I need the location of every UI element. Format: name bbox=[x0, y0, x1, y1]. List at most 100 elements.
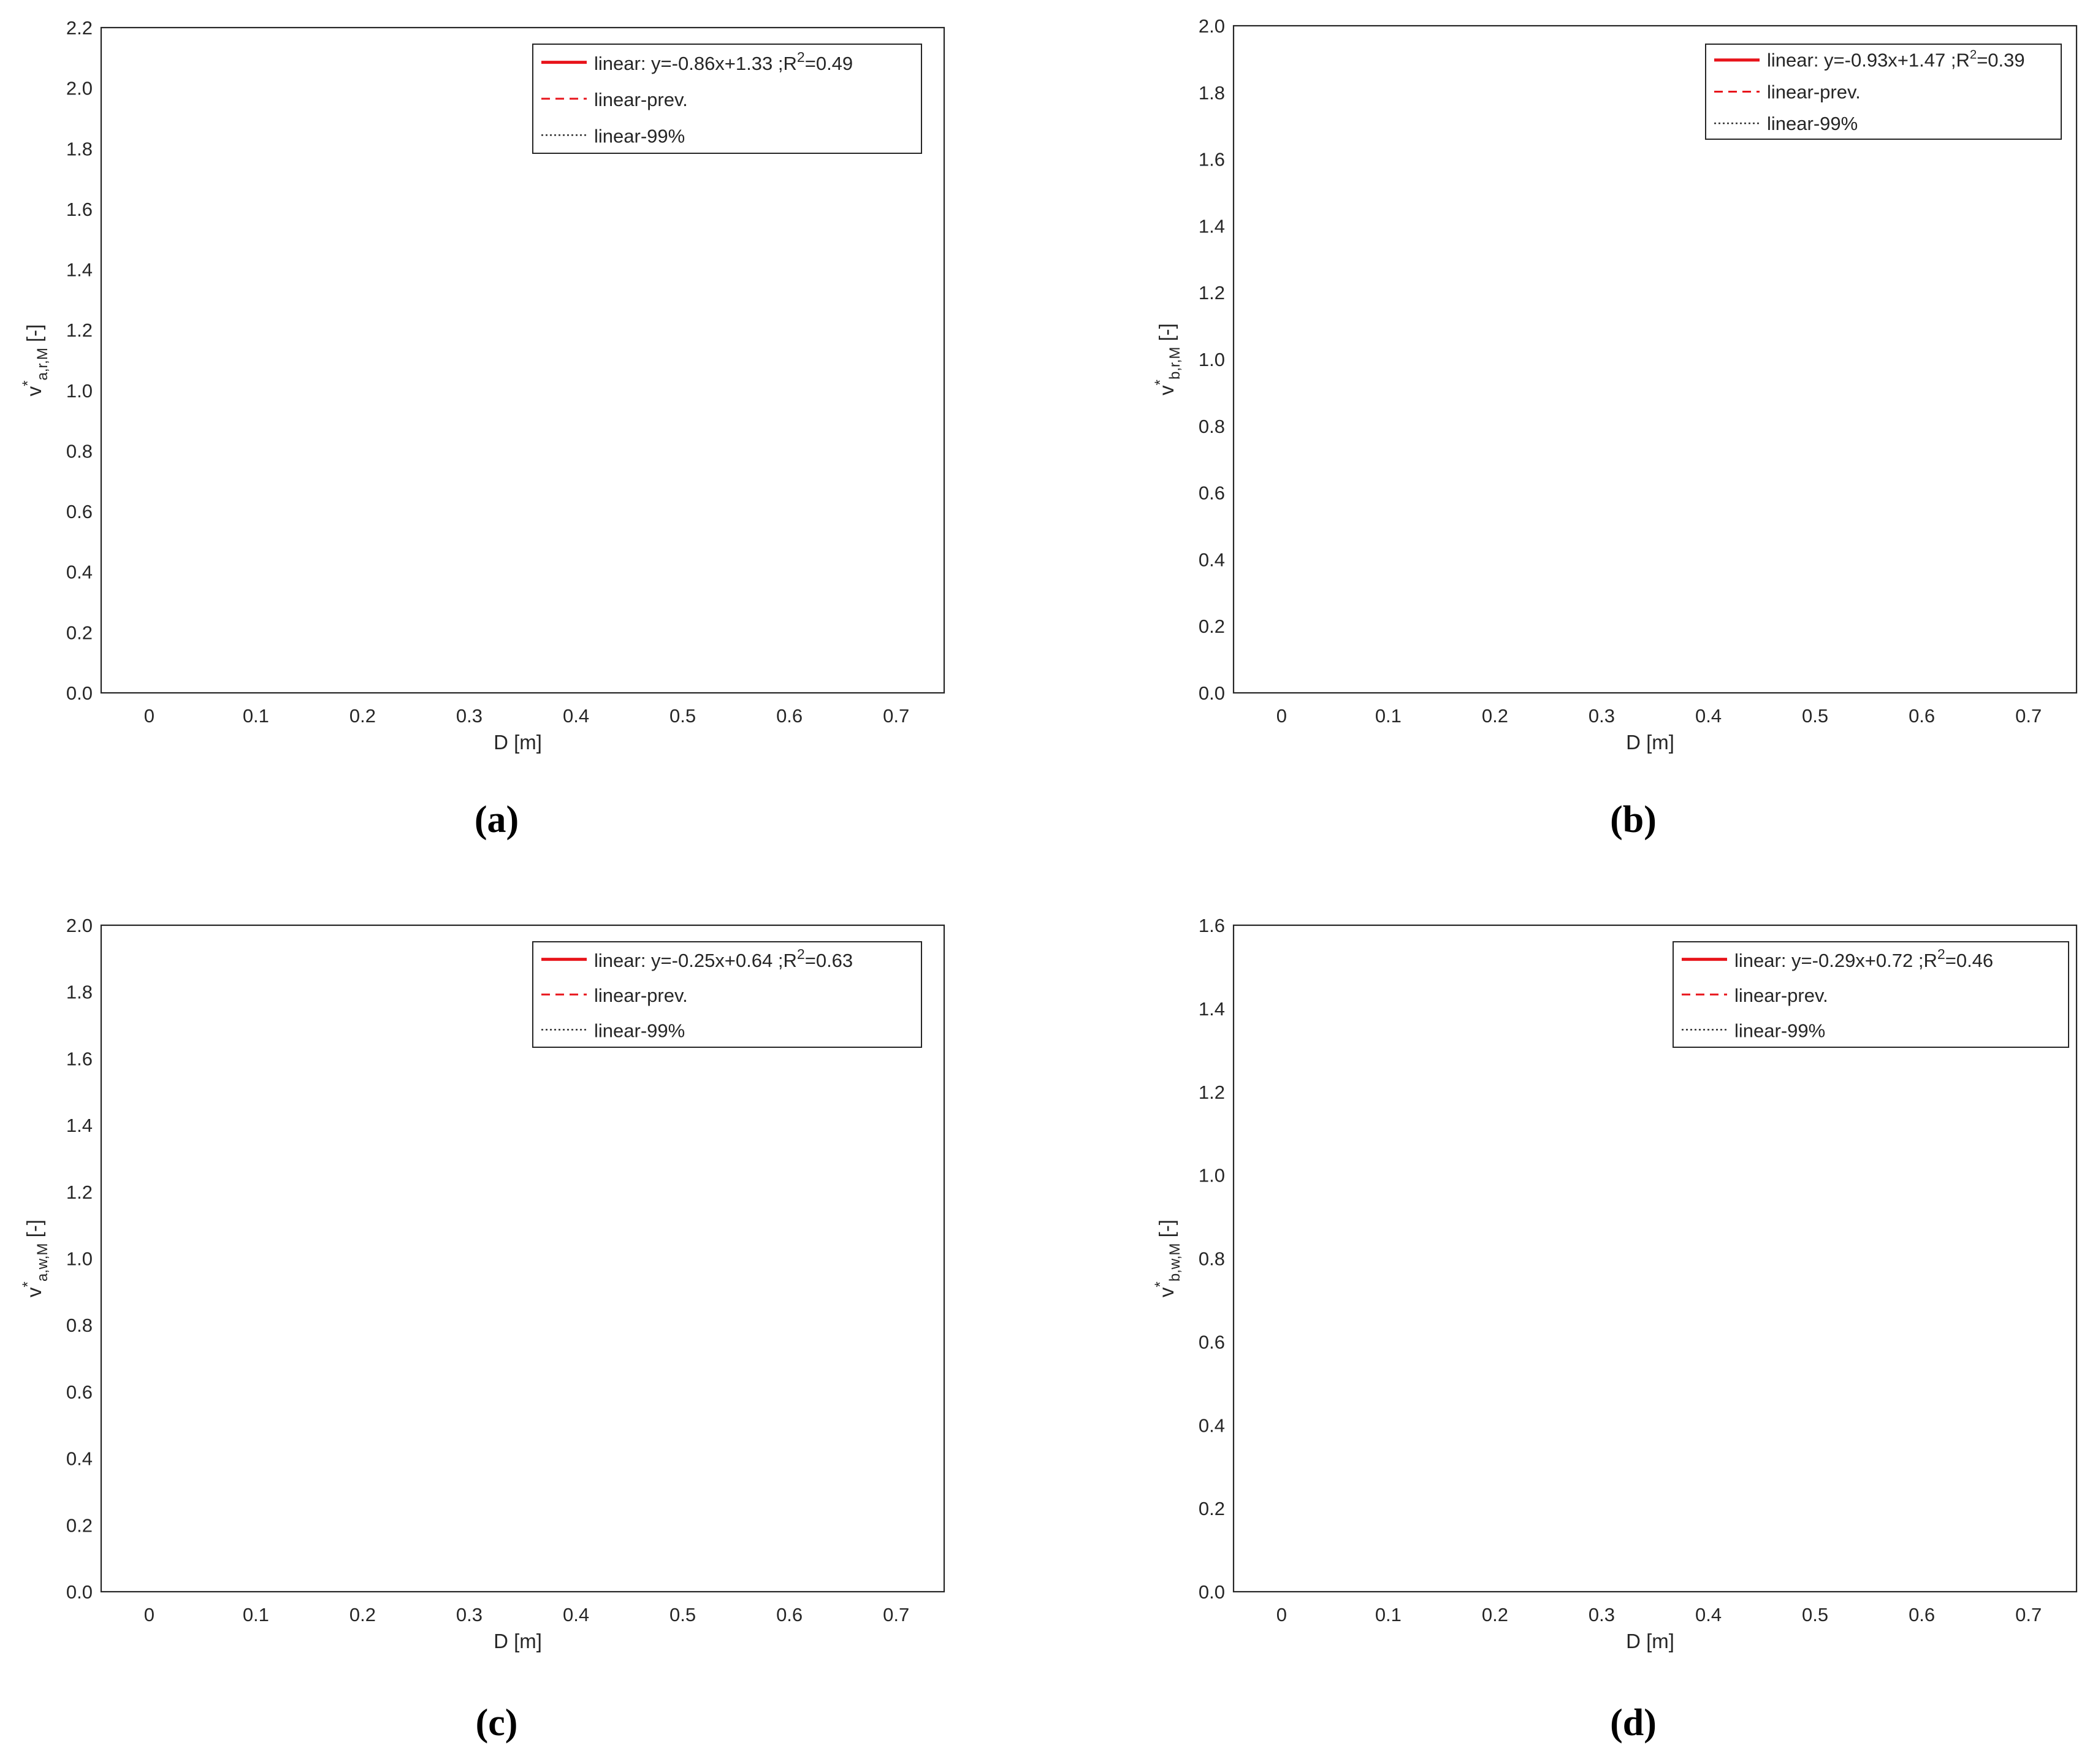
y-tick-label: 2.0 bbox=[66, 915, 93, 936]
legend-box bbox=[532, 44, 922, 154]
x-tick-label: 0.7 bbox=[2015, 1604, 2042, 1625]
legend-box bbox=[1705, 44, 2062, 140]
x-tick-label: 0.4 bbox=[563, 1604, 589, 1625]
caption-c: (c) bbox=[475, 1702, 518, 1744]
x-axis-label: D [m] bbox=[1626, 731, 1674, 754]
x-tick-label: 0.1 bbox=[243, 705, 269, 727]
y-tick-label: 1.8 bbox=[1199, 82, 1225, 104]
legend-fit-label: linear: y=-0.93x+1.47 ;R2=0.39 bbox=[1767, 48, 2025, 71]
legend-ci-label: linear-99% bbox=[1767, 113, 1858, 134]
x-tick-label: 0.2 bbox=[349, 1604, 376, 1625]
y-tick-label: 0.6 bbox=[1199, 1331, 1225, 1353]
legend-prev-label: linear-prev. bbox=[594, 89, 688, 110]
y-tick-label: 0.4 bbox=[66, 1448, 93, 1470]
legend-box bbox=[532, 941, 922, 1048]
x-tick-label: 0.4 bbox=[1695, 705, 1722, 727]
chart-panel-b: 0 0.1 0.2 0.3 0.4 0.5 0.6 0.7 0.0 0.2 0.4 0.6 0.8 1.0… bbox=[1152, 15, 2078, 754]
y-tick-label: 1.2 bbox=[66, 1182, 93, 1203]
y-tick-label: 1.6 bbox=[1199, 915, 1225, 936]
y-tick-label: 0.4 bbox=[1199, 549, 1225, 570]
x-tick-label: 0.7 bbox=[883, 1604, 909, 1625]
y-tick-label: 0.0 bbox=[1199, 1581, 1225, 1603]
caption-d: (d) bbox=[1610, 1702, 1657, 1744]
chart-panel-a: 0 0.1 0.2 0.3 0.4 0.5 0.6 0.7 0.0 0.2 0.4 0.6 0.8 1.0… bbox=[20, 17, 945, 754]
y-tick-label: 2.0 bbox=[66, 78, 93, 99]
legend-prev-label: linear-prev. bbox=[1767, 81, 1861, 102]
legend-fit-label: linear: y=-0.29x+0.72 ;R2=0.46 bbox=[1734, 946, 1993, 971]
x-tick-label: 0.5 bbox=[669, 705, 696, 727]
y-axis-label: v*b,w,M [-] bbox=[1152, 1220, 1183, 1297]
y-tick-label: 1.0 bbox=[66, 380, 93, 402]
x-tick-label: 0.3 bbox=[456, 1604, 483, 1625]
y-tick-label: 1.2 bbox=[1199, 1082, 1225, 1103]
y-tick-label: 1.6 bbox=[66, 1048, 93, 1069]
x-tick-label: 0.5 bbox=[1802, 1604, 1828, 1625]
x-tick-label: 0 bbox=[144, 1604, 154, 1625]
y-tick-label: 2.2 bbox=[66, 17, 93, 39]
y-axis-label: v*a,w,M [-] bbox=[20, 1220, 51, 1297]
y-tick-label: 1.2 bbox=[1199, 282, 1225, 304]
y-tick-label: 0.4 bbox=[1199, 1415, 1225, 1436]
y-tick-label: 1.0 bbox=[1199, 349, 1225, 370]
x-tick-label: 0.2 bbox=[1482, 705, 1508, 727]
x-tick-label: 0.2 bbox=[349, 705, 376, 727]
x-tick-label: 0.6 bbox=[1909, 1604, 1935, 1625]
x-tick-label: 0.7 bbox=[2015, 705, 2042, 727]
legend-ci-label: linear-99% bbox=[594, 126, 685, 147]
x-tick-label: 0.5 bbox=[669, 1604, 696, 1625]
y-tick-label: 1.4 bbox=[66, 259, 93, 281]
y-tick-label: 0.0 bbox=[1199, 682, 1225, 704]
x-axis-label: D [m] bbox=[494, 1630, 542, 1652]
legend: linear: y=-0.93x+1.47 ;R2=0.39 linear-pre… bbox=[1705, 44, 2062, 140]
x-tick-label: 0.6 bbox=[776, 705, 803, 727]
y-tick-label: 1.0 bbox=[66, 1248, 93, 1270]
y-tick-label: 0.8 bbox=[66, 440, 93, 462]
y-tick-label: 0.6 bbox=[66, 501, 93, 522]
y-tick-label: 0.8 bbox=[1199, 1248, 1225, 1270]
x-tick-label: 0.5 bbox=[1802, 705, 1828, 727]
legend-fit-label: linear: y=-0.25x+0.64 ;R2=0.63 bbox=[594, 946, 853, 971]
x-tick-label: 0.1 bbox=[243, 1604, 269, 1625]
legend-ci-label: linear-99% bbox=[594, 1020, 685, 1042]
y-tick-label: 0.2 bbox=[1199, 616, 1225, 637]
x-tick-label: 0 bbox=[144, 705, 154, 727]
x-axis-label: D [m] bbox=[1626, 1630, 1674, 1652]
legend-fit-label: linear: y=-0.86x+1.33 ;R2=0.49 bbox=[594, 49, 853, 74]
x-tick-label: 0.6 bbox=[776, 1604, 803, 1625]
y-tick-label: 1.8 bbox=[66, 138, 93, 159]
x-tick-label: 0.6 bbox=[1909, 705, 1935, 727]
y-tick-label: 1.2 bbox=[66, 319, 93, 341]
x-tick-label: 0.1 bbox=[1375, 1604, 1402, 1625]
y-tick-label: 1.4 bbox=[1199, 215, 1225, 237]
chart-panel-d: 0 0.1 0.2 0.3 0.4 0.5 0.6 0.7 0.0 0.2 0.4 0.6 0.8 1.0… bbox=[1152, 915, 2078, 1652]
chart-panel-c: 0 0.1 0.2 0.3 0.4 0.5 0.6 0.7 0.0 0.2 0.4 0.6 0.8 1.0… bbox=[20, 915, 945, 1652]
x-tick-label: 0.7 bbox=[883, 705, 909, 727]
legend: linear: y=-0.86x+1.33 ;R2=0.49 linear-pre… bbox=[532, 44, 922, 154]
y-tick-label: 1.0 bbox=[1199, 1165, 1225, 1186]
y-tick-label: 0.6 bbox=[1199, 483, 1225, 504]
x-tick-label: 0.3 bbox=[1589, 1604, 1615, 1625]
legend-ci-label: linear-99% bbox=[1734, 1020, 1825, 1042]
legend-box bbox=[1673, 941, 2069, 1048]
y-tick-label: 0.4 bbox=[66, 562, 93, 583]
y-tick-label: 0.8 bbox=[66, 1315, 93, 1336]
x-tick-label: 0.3 bbox=[456, 705, 483, 727]
legend: linear: y=-0.29x+0.72 ;R2=0.46 linear-pre… bbox=[1673, 941, 2069, 1048]
y-tick-label: 1.6 bbox=[1199, 149, 1225, 170]
legend-prev-label: linear-prev. bbox=[1734, 985, 1828, 1006]
legend: linear: y=-0.25x+0.64 ;R2=0.63 linear-pre… bbox=[532, 941, 922, 1048]
y-tick-label: 0.2 bbox=[1199, 1498, 1225, 1519]
y-tick-label: 0.0 bbox=[66, 1581, 93, 1603]
x-axis-label: D [m] bbox=[494, 731, 542, 754]
y-tick-label: 1.4 bbox=[1199, 998, 1225, 1020]
x-tick-label: 0.1 bbox=[1375, 705, 1402, 727]
x-tick-label: 0.4 bbox=[1695, 1604, 1722, 1625]
y-axis-label: v*a,r,M [-] bbox=[20, 324, 51, 397]
x-tick-label: 0 bbox=[1276, 1604, 1287, 1625]
y-tick-label: 1.6 bbox=[66, 199, 93, 220]
x-tick-label: 0.2 bbox=[1482, 1604, 1508, 1625]
caption-b: (b) bbox=[1610, 799, 1657, 841]
x-tick-label: 0.4 bbox=[563, 705, 589, 727]
y-tick-label: 0.2 bbox=[66, 622, 93, 643]
x-tick-label: 0.3 bbox=[1589, 705, 1615, 727]
